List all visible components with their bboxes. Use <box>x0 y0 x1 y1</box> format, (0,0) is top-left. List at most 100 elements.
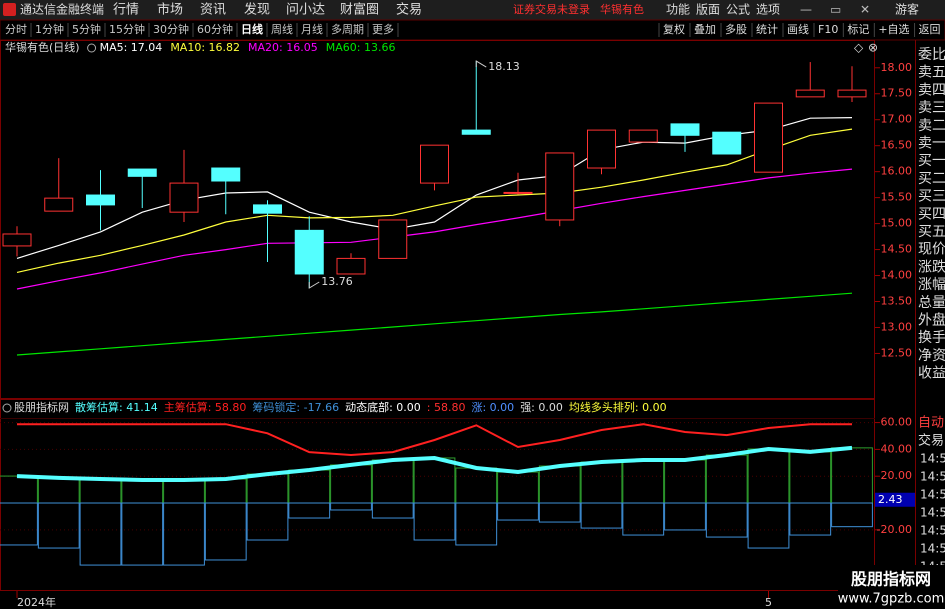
candle-body <box>420 144 449 184</box>
tool-button[interactable]: 多股 <box>725 22 747 36</box>
period-tab[interactable]: 多周期 <box>331 22 364 36</box>
quote-label: 总量 <box>918 295 945 311</box>
menu-right-item[interactable]: 选项 <box>756 3 780 17</box>
panel-icon[interactable]: ⊗ <box>868 41 878 55</box>
period-tab[interactable]: 15分钟 <box>109 22 145 36</box>
indicator-bar <box>789 502 832 536</box>
indicator-bar <box>163 502 205 566</box>
indicator-bar <box>705 502 748 538</box>
legend-entry: MA60: 13.66 <box>326 41 396 54</box>
indicator-bar <box>831 447 873 504</box>
candle-body <box>86 194 115 206</box>
indicator-bar <box>0 502 38 546</box>
legend-entry: MA5: 17.04 <box>100 41 163 54</box>
candle-body <box>378 219 408 259</box>
candle-body <box>253 204 282 214</box>
window-control[interactable]: ✕ <box>860 3 870 17</box>
tool-button[interactable]: 返回 <box>919 23 941 36</box>
period-tab[interactable]: 5分钟 <box>72 22 101 36</box>
period-tab[interactable]: 1分钟 <box>35 22 64 36</box>
tool-button[interactable]: F10 <box>818 23 838 36</box>
window-control[interactable]: — <box>800 3 812 17</box>
indicator-bar <box>580 502 623 529</box>
chart-title: 股朋指标网 <box>14 400 69 414</box>
candle-body <box>169 182 199 213</box>
y-tick-label: 13.00 <box>881 320 913 333</box>
candle-body <box>294 229 324 275</box>
indicator-bar <box>497 502 539 521</box>
y-tick-label: 17.50 <box>881 87 913 100</box>
indicator-bar <box>330 502 372 511</box>
candle-body <box>461 129 491 135</box>
menu-item[interactable]: 行情 <box>113 3 139 18</box>
indicator-bar <box>371 459 414 504</box>
indicator-bar <box>163 479 205 504</box>
y-tick-label: 17.00 <box>881 113 913 126</box>
legend-entry: MA10: 16.82 <box>170 41 240 54</box>
candle-body <box>44 197 74 212</box>
y-tick-label: 16.00 <box>881 165 913 178</box>
period-tab[interactable]: 60分钟 <box>197 22 233 36</box>
period-tab[interactable]: 更多 <box>372 22 394 36</box>
tool-button[interactable]: 统计 <box>756 23 778 36</box>
side-button[interactable]: 交易 <box>918 433 944 449</box>
menu-right-item[interactable]: 版面 <box>696 3 720 17</box>
candle-body <box>712 131 742 155</box>
indicator-bar <box>121 479 164 504</box>
indicator-bar <box>789 451 832 504</box>
ma-line <box>16 292 853 356</box>
y-tick-label: 20.00 <box>881 469 913 482</box>
window-control[interactable]: ▭ <box>830 3 841 17</box>
indicator-bar <box>622 502 665 536</box>
period-tab[interactable]: 周线 <box>271 22 293 36</box>
menu-item[interactable]: 发现 <box>244 2 270 18</box>
period-tab[interactable]: 30分钟 <box>153 22 189 36</box>
menu-right-item[interactable]: 功能 <box>666 3 690 17</box>
candle-body <box>628 129 658 143</box>
period-tab[interactable]: 日线 <box>241 22 263 36</box>
indicator-bar <box>288 469 331 504</box>
legend-icon <box>87 43 97 53</box>
legend-entry: 涨: 0.00 <box>471 401 514 414</box>
legend-entry: : 58.80 <box>427 401 466 414</box>
quote-label: 买三 <box>918 189 945 205</box>
candle-body <box>503 191 533 194</box>
menu-item[interactable]: 资讯 <box>200 3 226 18</box>
period-tab[interactable]: 月线 <box>301 22 323 36</box>
candle-body <box>127 168 157 177</box>
tool-button[interactable]: 画线 <box>787 22 809 36</box>
indicator-bar <box>538 502 581 523</box>
tool-button[interactable]: 复权 <box>663 22 685 36</box>
tool-button[interactable]: +自选 <box>878 23 909 36</box>
side-button[interactable]: 自动 <box>918 416 944 431</box>
tool-button[interactable]: 标记 <box>847 22 869 36</box>
indicator-bar <box>37 502 80 549</box>
login-notice[interactable]: 证券交易未登录 <box>513 2 590 16</box>
menu-item[interactable]: 交易 <box>396 2 422 18</box>
indicator-bar <box>455 502 498 546</box>
candle-body <box>837 89 867 98</box>
indicator-bar <box>664 502 706 531</box>
menu-item[interactable]: 财富圈 <box>340 2 379 18</box>
indicator-bar <box>246 473 289 504</box>
quote-label: 涨跌 <box>918 259 945 275</box>
indicator-bar <box>37 477 80 504</box>
menu-item[interactable]: 市场 <box>157 2 183 18</box>
indicator-bar <box>538 465 581 504</box>
watermark-name: 股朋指标网 <box>851 570 931 589</box>
legend-entry: 均线多头排列: 0.00 <box>569 400 667 414</box>
trade-time: 14:56 <box>920 506 945 520</box>
indicator-bar <box>79 502 122 566</box>
y-tick-label: 15.50 <box>881 191 913 204</box>
quote-label: 买一 <box>918 153 945 169</box>
candle-body <box>545 152 575 221</box>
tool-button[interactable]: 叠加 <box>694 23 716 36</box>
menu-right-item[interactable]: 公式 <box>726 3 750 17</box>
period-tab[interactable]: 分时 <box>5 23 27 36</box>
menu-item[interactable]: 问小达 <box>286 3 325 18</box>
candle-body <box>754 102 783 173</box>
legend-entry: 主筹估算: 58.80 <box>164 400 247 414</box>
trade-time: 14:56 <box>920 470 945 484</box>
quote-label: 卖一 <box>918 136 945 152</box>
panel-icon[interactable]: ◇ <box>854 41 864 55</box>
